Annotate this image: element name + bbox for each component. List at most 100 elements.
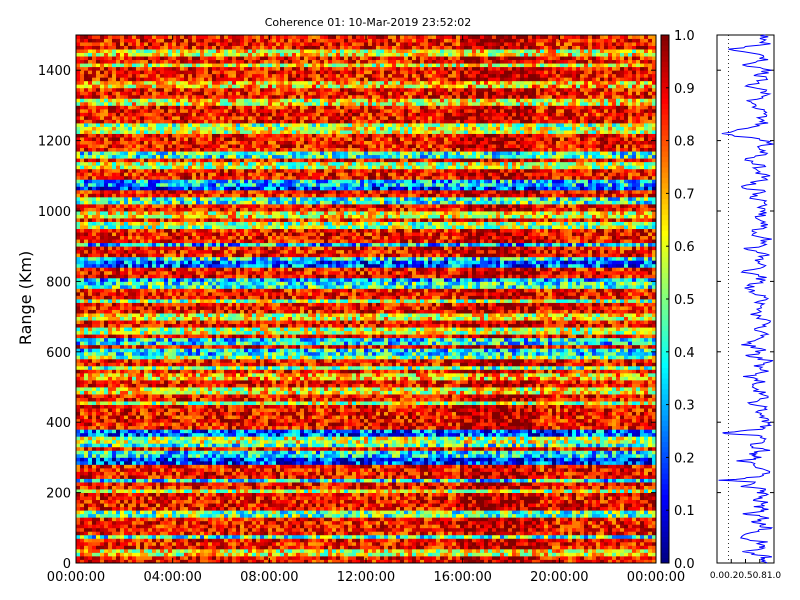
heatmap-cell: [548, 450, 553, 455]
heatmap-cell: [388, 457, 393, 462]
heatmap-cell: [228, 439, 233, 444]
heatmap-cell: [236, 503, 241, 508]
heatmap-cell: [312, 464, 317, 469]
heatmap-cell: [620, 499, 625, 504]
heatmap-cell: [400, 506, 405, 511]
heatmap-cell: [344, 548, 349, 553]
heatmap-cell: [252, 527, 257, 532]
heatmap-cell: [644, 464, 649, 469]
heatmap-cell: [148, 527, 153, 532]
heatmap-cell: [652, 464, 657, 469]
heatmap-cell: [612, 489, 617, 493]
heatmap-cell: [228, 457, 233, 462]
heatmap-cell: [424, 552, 429, 557]
heatmap-cell: [244, 559, 249, 564]
heatmap-cell: [576, 524, 581, 529]
heatmap-cell: [332, 534, 337, 539]
heatmap-cell: [608, 478, 613, 483]
heatmap-cell: [584, 482, 589, 486]
heatmap-cell: [124, 503, 129, 508]
heatmap-cell: [224, 517, 229, 522]
heatmap-cell: [364, 510, 369, 515]
heatmap-cell: [484, 450, 489, 455]
heatmap-cell: [360, 489, 365, 493]
heatmap-cell: [548, 471, 553, 476]
heatmap-cell: [104, 545, 109, 550]
heatmap-cell: [228, 531, 233, 536]
heatmap-cell: [100, 534, 105, 539]
heatmap-cell: [636, 541, 641, 546]
heatmap-cell: [264, 531, 269, 536]
heatmap-cell: [628, 446, 633, 451]
heatmap-cell: [496, 524, 501, 529]
heatmap-cell: [304, 552, 309, 557]
heatmap-cell: [88, 485, 93, 490]
heatmap-cell: [524, 538, 529, 543]
heatmap-cell: [420, 450, 425, 455]
heatmap-cell: [96, 485, 101, 490]
heatmap-cell: [604, 446, 609, 451]
heatmap-cell: [176, 467, 181, 472]
heatmap-cell: [556, 506, 561, 511]
heatmap-cell: [112, 524, 117, 529]
heatmap-cell: [320, 467, 325, 472]
heatmap-cell: [556, 496, 561, 501]
heatmap-cell: [396, 467, 401, 472]
heatmap-cell: [188, 559, 193, 564]
heatmap-cell: [352, 524, 357, 529]
heatmap-cell: [368, 492, 373, 497]
heatmap-cell: [536, 503, 541, 508]
heatmap-cell: [424, 510, 429, 515]
heatmap-cell: [188, 485, 193, 490]
heatmap-cell: [252, 446, 257, 451]
heatmap-cell: [604, 475, 609, 479]
heatmap-cell: [500, 475, 505, 479]
heatmap-cell: [544, 555, 549, 560]
heatmap-cell: [224, 467, 229, 472]
heatmap-cell: [112, 499, 117, 504]
heatmap-cell: [528, 552, 533, 557]
heatmap-cell: [404, 517, 409, 522]
heatmap-cell: [632, 555, 637, 560]
heatmap-cell: [612, 541, 617, 546]
heatmap-cell: [192, 457, 197, 462]
heatmap-cell: [572, 492, 577, 497]
heatmap-cell: [436, 489, 441, 493]
heatmap-cell: [152, 492, 157, 497]
heatmap-cell: [612, 555, 617, 560]
heatmap-cell: [516, 517, 521, 522]
heatmap-cell: [364, 443, 369, 448]
heatmap-cell: [316, 496, 321, 501]
heatmap-cell: [636, 527, 641, 532]
heatmap-cell: [484, 482, 489, 486]
heatmap-cell: [596, 503, 601, 508]
heatmap-cell: [204, 527, 209, 532]
heatmap-cell: [268, 482, 273, 486]
heatmap-cell: [456, 520, 461, 525]
heatmap-cell: [492, 552, 497, 557]
heatmap-cell: [468, 499, 473, 504]
heatmap-cell: [432, 545, 437, 550]
heatmap-cell: [560, 460, 565, 465]
heatmap-cell: [116, 489, 121, 493]
heatmap-cell: [152, 467, 157, 472]
heatmap-cell: [472, 513, 477, 518]
heatmap-cell: [296, 464, 301, 469]
heatmap-cell: [236, 527, 241, 532]
heatmap-cell: [472, 482, 477, 486]
heatmap-cell: [156, 482, 161, 486]
heatmap-cell: [592, 485, 597, 490]
heatmap-cell: [644, 478, 649, 483]
heatmap-cell: [604, 464, 609, 469]
heatmap-cell: [200, 475, 205, 479]
heatmap-cell: [152, 545, 157, 550]
heatmap-cell: [300, 527, 305, 532]
heatmap-cell: [248, 467, 253, 472]
heatmap-cell: [400, 503, 405, 508]
heatmap-cell: [244, 478, 249, 483]
heatmap-cell: [460, 527, 465, 532]
heatmap-cell: [320, 460, 325, 465]
heatmap-cell: [492, 559, 497, 564]
heatmap-cell: [552, 548, 557, 553]
heatmap-cell: [404, 520, 409, 525]
